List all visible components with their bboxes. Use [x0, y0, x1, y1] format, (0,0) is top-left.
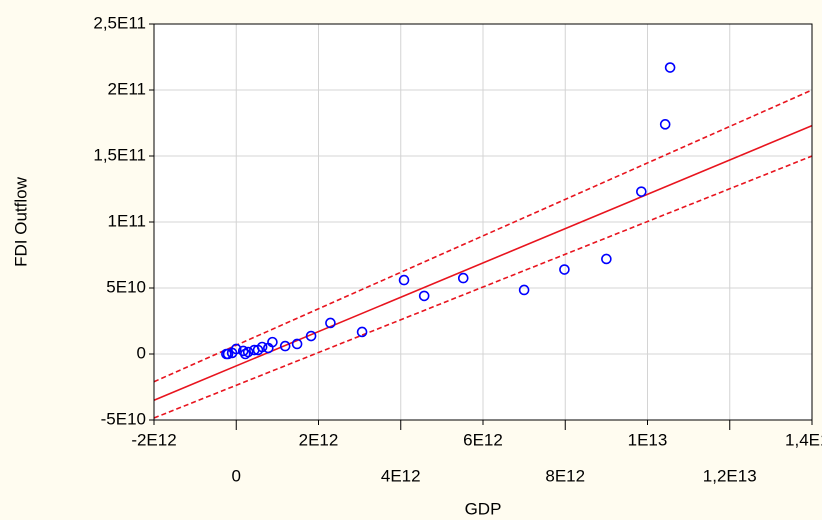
data-point	[239, 348, 251, 360]
fit-line	[154, 155, 812, 419]
data-point	[559, 264, 570, 275]
data-point	[518, 284, 530, 296]
data-point	[237, 345, 249, 357]
data-point	[291, 338, 303, 350]
data-point	[249, 344, 260, 356]
fit-line	[154, 124, 812, 401]
data-point	[664, 62, 676, 73]
data-point	[601, 253, 612, 265]
data-point	[325, 317, 336, 329]
data-point	[457, 272, 469, 284]
x-axis-label: GDP	[465, 499, 502, 518]
x-tick-label: 8E12	[545, 466, 585, 485]
x-tick-label: 0	[232, 466, 241, 485]
y-tick-label: 2E11	[108, 79, 146, 98]
data-point	[305, 330, 317, 342]
data-point	[252, 344, 264, 356]
data-point	[279, 340, 291, 352]
y-tick-label: -5E10	[101, 409, 146, 428]
data-point	[221, 348, 232, 360]
x-tick-label: 4E12	[381, 466, 421, 485]
data-point	[356, 326, 368, 338]
data-point	[263, 342, 274, 354]
x-tick-label: 6E12	[463, 430, 503, 449]
data-point	[242, 346, 254, 358]
data-point	[659, 119, 671, 130]
x-tick-label: 2E12	[299, 430, 339, 449]
y-tick-label: 1,5E11	[93, 145, 146, 164]
y-axis-label: FDI Outflow	[11, 176, 30, 266]
y-tick-label: 0	[137, 343, 146, 362]
x-tick-label: 1E13	[628, 430, 668, 449]
plot-frame	[153, 23, 813, 421]
data-point	[636, 186, 647, 197]
y-tick-label: 1E11	[108, 211, 146, 230]
y-tick-label: 2,5E11	[93, 13, 146, 32]
data-point	[418, 290, 430, 302]
x-tick-label: 1,2E13	[703, 466, 757, 485]
x-tick-label: 1,4E13	[785, 430, 822, 449]
y-tick-label: 5E10	[106, 277, 146, 296]
data-point	[226, 347, 238, 359]
x-tick-label: -2E12	[131, 430, 176, 449]
data-point	[398, 274, 410, 286]
